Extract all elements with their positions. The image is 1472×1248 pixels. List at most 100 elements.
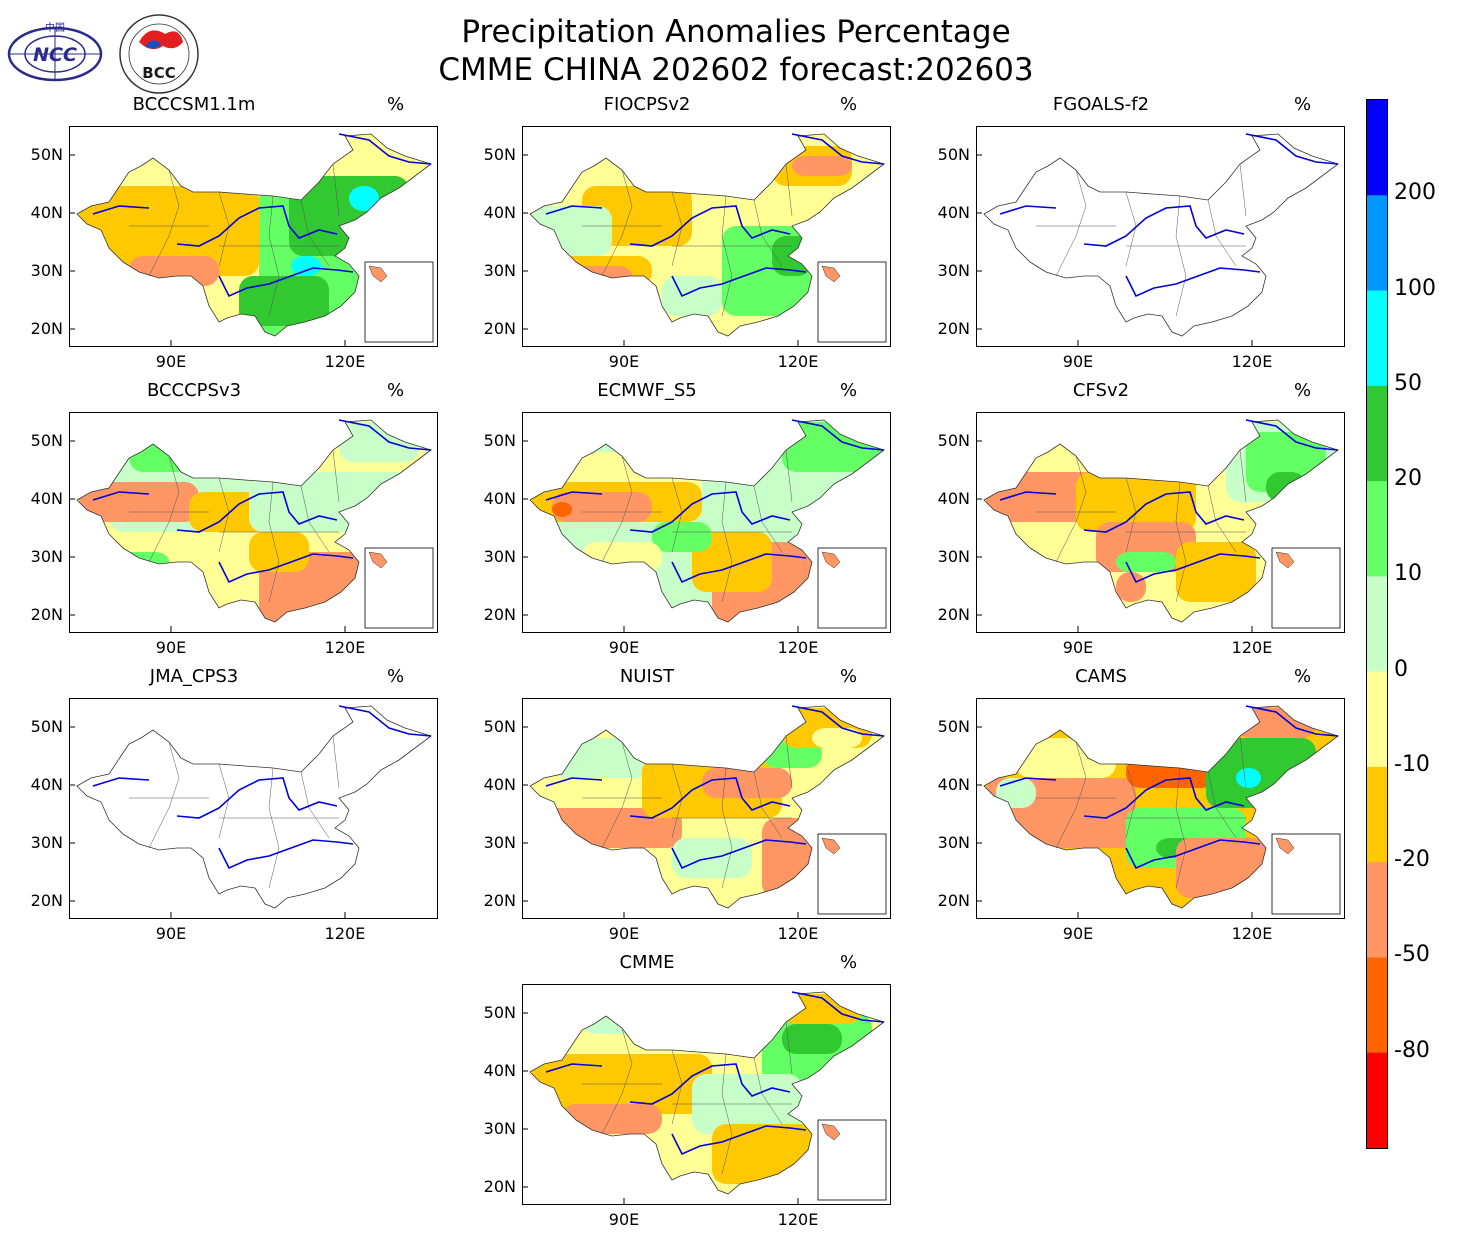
panel-ecmwf-s5: ECMWF_S5% 50N 40N 30N 20N 90E 120E [462,380,910,672]
lat-tick-label: 20N [937,319,970,338]
china-outline [76,419,432,623]
panel-unit-label: % [840,380,858,401]
colorbar-segment [1367,862,1387,958]
panel-title: BCCCPSv3 [146,380,242,401]
anomaly-region [291,256,321,276]
lat-tick-label: 30N [483,1119,516,1138]
province-border [721,481,733,603]
lat-tick-label: 20N [30,605,63,624]
lat-tick-label: 50N [30,431,63,450]
ncc-logo-small: 中国 [45,21,65,34]
panel-cams: CAMS% 50N 40N 30N 20N 90E 120E [916,666,1364,958]
anomaly-region [109,552,169,572]
anomaly-region [1236,768,1261,788]
province-border [785,163,793,217]
river [629,491,791,533]
river [629,205,791,247]
province-border [1175,767,1187,889]
colorbar-level-label: 10 [1394,561,1422,587]
panel-unit-label: % [1294,94,1312,115]
province-border [268,767,280,889]
plot-frame [69,412,438,633]
anomaly-region [249,472,409,532]
lat-tick-label: 50N [937,717,970,736]
china-outline [983,419,1339,623]
panel-unit-label: % [387,380,405,401]
anomaly-region [1016,738,1116,778]
lat-tick-label: 30N [30,547,63,566]
anomaly-region [782,1024,842,1054]
lat-tick-label: 30N [483,833,516,852]
china-outline [529,705,885,909]
panel-title: CFSv2 [1072,380,1130,401]
panel-title: JMA_CPS3 [149,666,239,687]
lat-tick-label: 50N [937,145,970,164]
river [545,777,603,787]
panel-map [976,412,1345,633]
colorbar-segment [1367,1052,1387,1149]
lat-tick-label: 40N [483,1061,516,1080]
panel-bcccsm1-1m: BCCCSM1.1m% 50N 40N 30N 20N 90E 120E [9,94,457,386]
plot-frame [522,412,891,633]
province-border [601,455,633,563]
colorbar-segment [1367,957,1387,1054]
river [1083,777,1245,819]
panel-title: FIOCPSv2 [603,94,691,115]
river [1125,267,1261,298]
province-border [1239,735,1247,789]
province-border [332,735,340,789]
lat-tick-label: 50N [30,717,63,736]
figure-title-line2: CMME CHINA 202602 forecast:202603 [438,52,1034,88]
province-border [1055,455,1087,563]
panel-map [522,412,891,633]
colorbar-segment [1367,576,1387,673]
lat-tick-label: 20N [483,891,516,910]
anomaly-region [339,422,419,462]
lat-tick-label: 30N [30,261,63,280]
lon-tick-label: 90E [1062,638,1094,657]
lat-tick-label: 50N [483,145,516,164]
panel-nuist: NUIST% 50N 40N 30N 20N 90E 120E [462,666,910,958]
province-border [721,767,733,889]
province-border [1207,485,1237,553]
china-outline [76,705,432,909]
river [176,777,338,819]
lat-tick-label: 30N [937,261,970,280]
colorbar-border [1366,99,1388,1149]
colorbar-level-label: 0 [1394,656,1408,682]
province-border [1175,195,1187,317]
inset-coast [368,551,388,569]
lat-tick-label: 40N [937,775,970,794]
province-border [148,455,180,563]
river [999,491,1057,501]
lat-tick-label: 50N [30,145,63,164]
figure-title-line1: Precipitation Anomalies Percentage [461,14,1011,50]
colorbar-segment [1367,671,1387,768]
colorbar-level-label: -50 [1394,942,1430,968]
river [791,133,885,165]
plot-frame [522,984,891,1205]
panel-jma-cps3: JMA_CPS3% 50N 40N 30N 20N 90E 120E [9,666,457,958]
province-border [1055,169,1087,277]
river [1083,491,1245,533]
lon-tick-label: 120E [1231,352,1273,371]
bcc-logo: BCC [119,14,199,94]
province-border [601,169,633,277]
lat-tick-label: 30N [483,261,516,280]
province-border [785,1021,793,1075]
colorbar-level-label: 50 [1394,370,1422,396]
anomaly-region [652,522,712,552]
lat-tick-label: 20N [30,891,63,910]
river [92,205,150,215]
lon-tick-label: 90E [608,1210,640,1229]
province-border [300,771,330,839]
plot-frame [976,412,1345,633]
anomaly-region [1116,572,1146,602]
panel-fiocpsv2: FIOCPSv2% 50N 40N 30N 20N 90E 120E [462,94,910,386]
province-border [268,481,280,603]
river [791,991,885,1023]
lat-tick-label: 50N [483,717,516,736]
province-border [300,199,330,267]
anomaly-region [79,482,199,522]
river [629,1063,791,1105]
